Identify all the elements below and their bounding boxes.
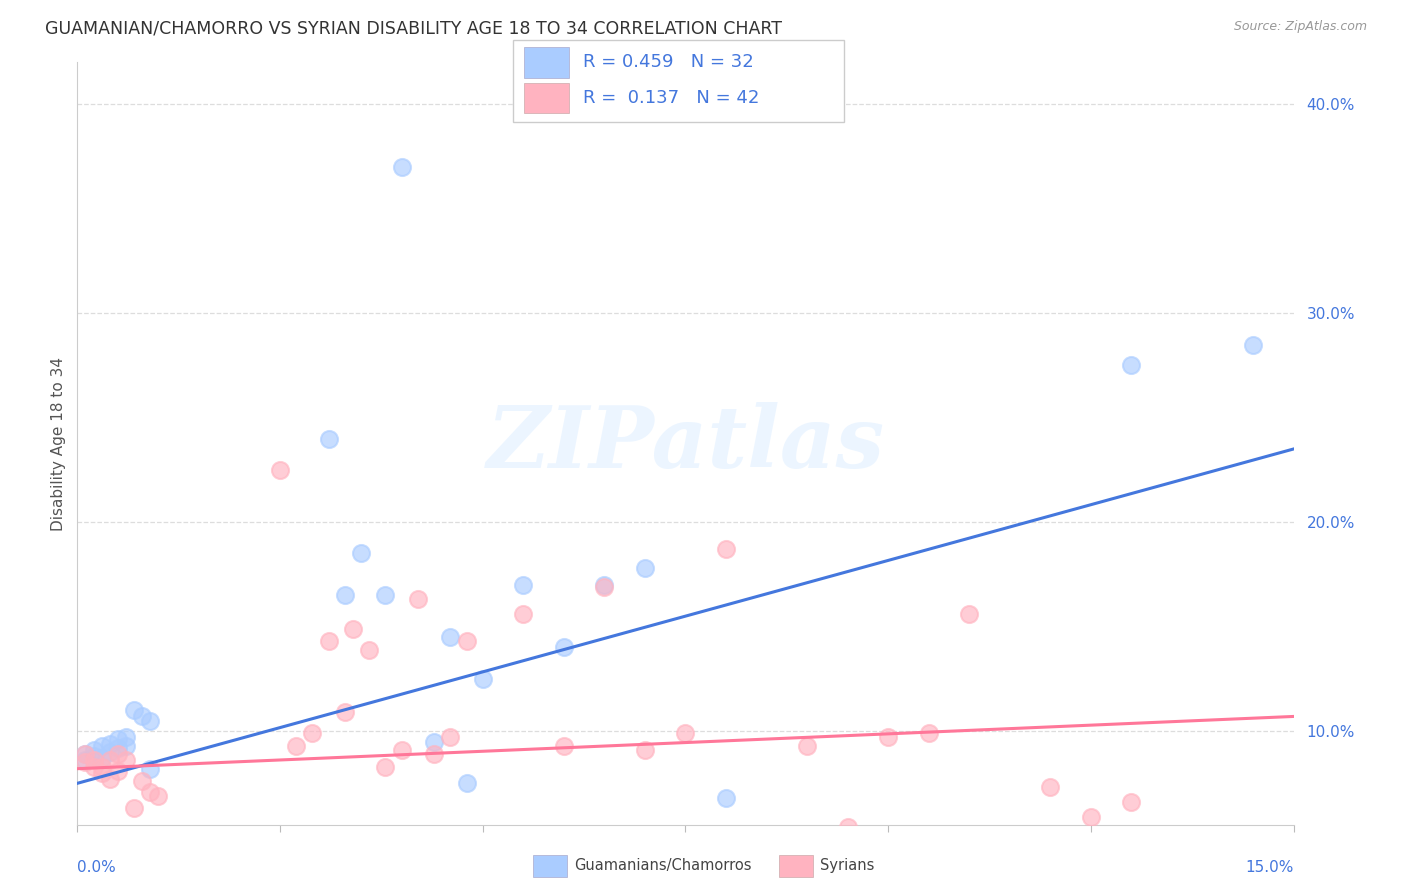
Point: [439, 630, 461, 644]
Point: [98, 753, 121, 767]
Point: [714, 542, 737, 557]
Text: R =  0.137   N = 42: R = 0.137 N = 42: [583, 89, 759, 107]
Point: [98, 737, 121, 751]
Point: [115, 753, 138, 767]
Point: [593, 578, 616, 592]
Point: [131, 709, 153, 723]
Point: [593, 580, 616, 594]
Point: [139, 762, 162, 776]
Y-axis label: Disability Age 18 to 34: Disability Age 18 to 34: [51, 357, 66, 531]
Point: [115, 739, 138, 753]
Point: [98, 745, 121, 759]
Point: [269, 463, 291, 477]
Point: [115, 731, 138, 745]
Point: [456, 634, 478, 648]
Point: [75, 747, 97, 761]
Point: [359, 642, 381, 657]
Point: [350, 546, 373, 560]
Text: Source: ZipAtlas.com: Source: ZipAtlas.com: [1233, 20, 1367, 33]
Point: [423, 734, 446, 748]
Point: [107, 764, 129, 778]
Text: Syrians: Syrians: [820, 858, 875, 872]
Point: [90, 759, 112, 773]
Point: [957, 607, 980, 621]
Point: [83, 749, 105, 764]
Text: ZIPatlas: ZIPatlas: [486, 402, 884, 485]
Point: [512, 607, 534, 621]
Point: [439, 731, 461, 745]
Point: [75, 753, 97, 767]
Point: [391, 743, 413, 757]
Point: [148, 789, 170, 803]
Point: [301, 726, 323, 740]
Point: [391, 160, 413, 174]
Point: [1241, 337, 1264, 351]
Point: [342, 622, 364, 636]
Point: [83, 759, 105, 773]
Point: [1080, 810, 1102, 824]
Point: [456, 776, 478, 790]
Point: [512, 578, 534, 592]
Point: [374, 588, 396, 602]
Text: Guamanians/Chamorros: Guamanians/Chamorros: [574, 858, 751, 872]
Text: GUAMANIAN/CHAMORRO VS SYRIAN DISABILITY AGE 18 TO 34 CORRELATION CHART: GUAMANIAN/CHAMORRO VS SYRIAN DISABILITY …: [45, 20, 782, 37]
Point: [423, 747, 446, 761]
Point: [83, 753, 105, 767]
Point: [406, 592, 429, 607]
Point: [471, 672, 494, 686]
Point: [122, 801, 145, 815]
Point: [318, 432, 340, 446]
Text: 0.0%: 0.0%: [77, 860, 117, 874]
Point: [918, 726, 941, 740]
Text: R = 0.459   N = 32: R = 0.459 N = 32: [583, 54, 754, 71]
Point: [83, 743, 105, 757]
Text: 15.0%: 15.0%: [1246, 860, 1294, 874]
Point: [90, 739, 112, 753]
Point: [285, 739, 308, 753]
Point: [553, 739, 575, 753]
Point: [131, 774, 153, 789]
Point: [90, 751, 112, 765]
Point: [333, 706, 356, 720]
Point: [139, 714, 162, 728]
Point: [333, 588, 356, 602]
Point: [1121, 795, 1143, 809]
Point: [107, 740, 129, 755]
Point: [90, 765, 112, 780]
Point: [714, 791, 737, 805]
Point: [1039, 780, 1062, 795]
Point: [374, 759, 396, 773]
Point: [877, 731, 900, 745]
Point: [107, 732, 129, 747]
Point: [98, 772, 121, 786]
Point: [75, 756, 97, 770]
Point: [122, 703, 145, 717]
Point: [139, 785, 162, 799]
Point: [796, 739, 818, 753]
Point: [1121, 359, 1143, 373]
Point: [75, 747, 97, 761]
Point: [634, 743, 657, 757]
Point: [107, 747, 129, 761]
Point: [837, 820, 859, 834]
Point: [553, 640, 575, 655]
Point: [634, 561, 657, 575]
Point: [318, 634, 340, 648]
Point: [675, 726, 697, 740]
